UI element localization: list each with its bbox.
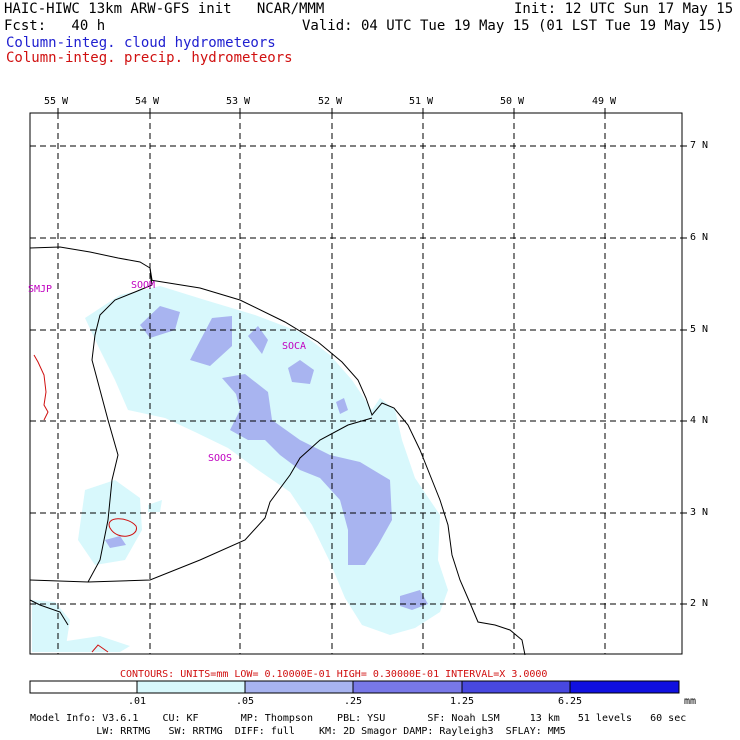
lon-label: 52 W: [318, 96, 343, 107]
valid-time: Valid: 04 UTC Tue 19 May 15 (01 LST Tue …: [302, 18, 724, 34]
lon-label: 49 W: [592, 96, 617, 107]
product-title: HAIC-HIWC 13km ARW-GFS init NCAR/MMM: [4, 1, 325, 17]
colorbar-units: mm: [683, 696, 697, 707]
precip-contours: [33, 354, 137, 653]
colorbar-label: .01: [127, 696, 147, 707]
lat-label: 5 N: [690, 324, 709, 335]
station-label: SMJP: [28, 284, 53, 295]
colorbar-label: .05: [235, 696, 255, 707]
lat-label: 4 N: [690, 415, 709, 426]
lon-label: 53 W: [226, 96, 251, 107]
coastlines: [29, 246, 526, 656]
station-label: SOOS: [208, 453, 233, 464]
graticule: [30, 113, 682, 654]
lon-label: 54 W: [135, 96, 160, 107]
forecast-hour: Fcst: 40 h: [4, 18, 106, 34]
lon-label: 55 W: [44, 96, 69, 107]
lat-label: 3 N: [690, 507, 709, 518]
lon-label: 51 W: [409, 96, 434, 107]
lon-label: 50 W: [500, 96, 525, 107]
colorbar-label: 6.25: [557, 696, 583, 707]
model-info-line2: LW: RRTMG SW: RRTMG DIFF: full KM: 2D Sm…: [30, 726, 566, 737]
field-cloud-label: Column-integ. cloud hydrometeors: [6, 35, 276, 51]
lat-label: 7 N: [690, 140, 709, 151]
contours-note: CONTOURS: UNITS=mm LOW= 0.10000E-01 HIGH…: [120, 669, 547, 680]
station-label: SOCA: [282, 341, 307, 352]
frame-ticks: [57, 108, 687, 605]
color-bar: [29, 680, 680, 694]
lat-label: 6 N: [690, 232, 709, 243]
colorbar-label: .25: [343, 696, 363, 707]
colorbar-label: 1.25: [449, 696, 475, 707]
lat-label: 2 N: [690, 598, 709, 609]
field-precip-label: Column-integ. precip. hydrometeors: [6, 50, 293, 66]
model-info-line1: Model Info: V3.6.1 CU: KF MP: Thompson P…: [30, 713, 687, 724]
map-frame: [29, 112, 683, 655]
init-time: Init: 12 UTC Sun 17 May 15: [514, 1, 734, 17]
station-label: SOOM: [131, 280, 156, 291]
